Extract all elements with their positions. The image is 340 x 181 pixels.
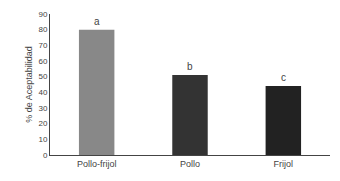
svg-text:Pollo-frijol: Pollo-frijol <box>77 159 117 169</box>
svg-text:70: 70 <box>38 41 47 50</box>
svg-text:c: c <box>281 72 286 83</box>
svg-text:20: 20 <box>38 119 47 128</box>
svg-text:0: 0 <box>43 151 48 160</box>
svg-text:Frijol: Frijol <box>274 159 294 169</box>
svg-text:30: 30 <box>38 104 47 113</box>
svg-text:90: 90 <box>38 10 47 19</box>
svg-text:60: 60 <box>38 57 47 66</box>
svg-text:80: 80 <box>38 25 47 34</box>
svg-text:50: 50 <box>38 72 47 81</box>
svg-text:Pollo: Pollo <box>180 159 200 169</box>
svg-text:a: a <box>94 16 100 27</box>
svg-text:10: 10 <box>38 135 47 144</box>
svg-text:40: 40 <box>38 88 47 97</box>
svg-text:% de Aceptabilidad: % de Aceptabilidad <box>24 46 34 123</box>
svg-text:b: b <box>187 61 193 72</box>
